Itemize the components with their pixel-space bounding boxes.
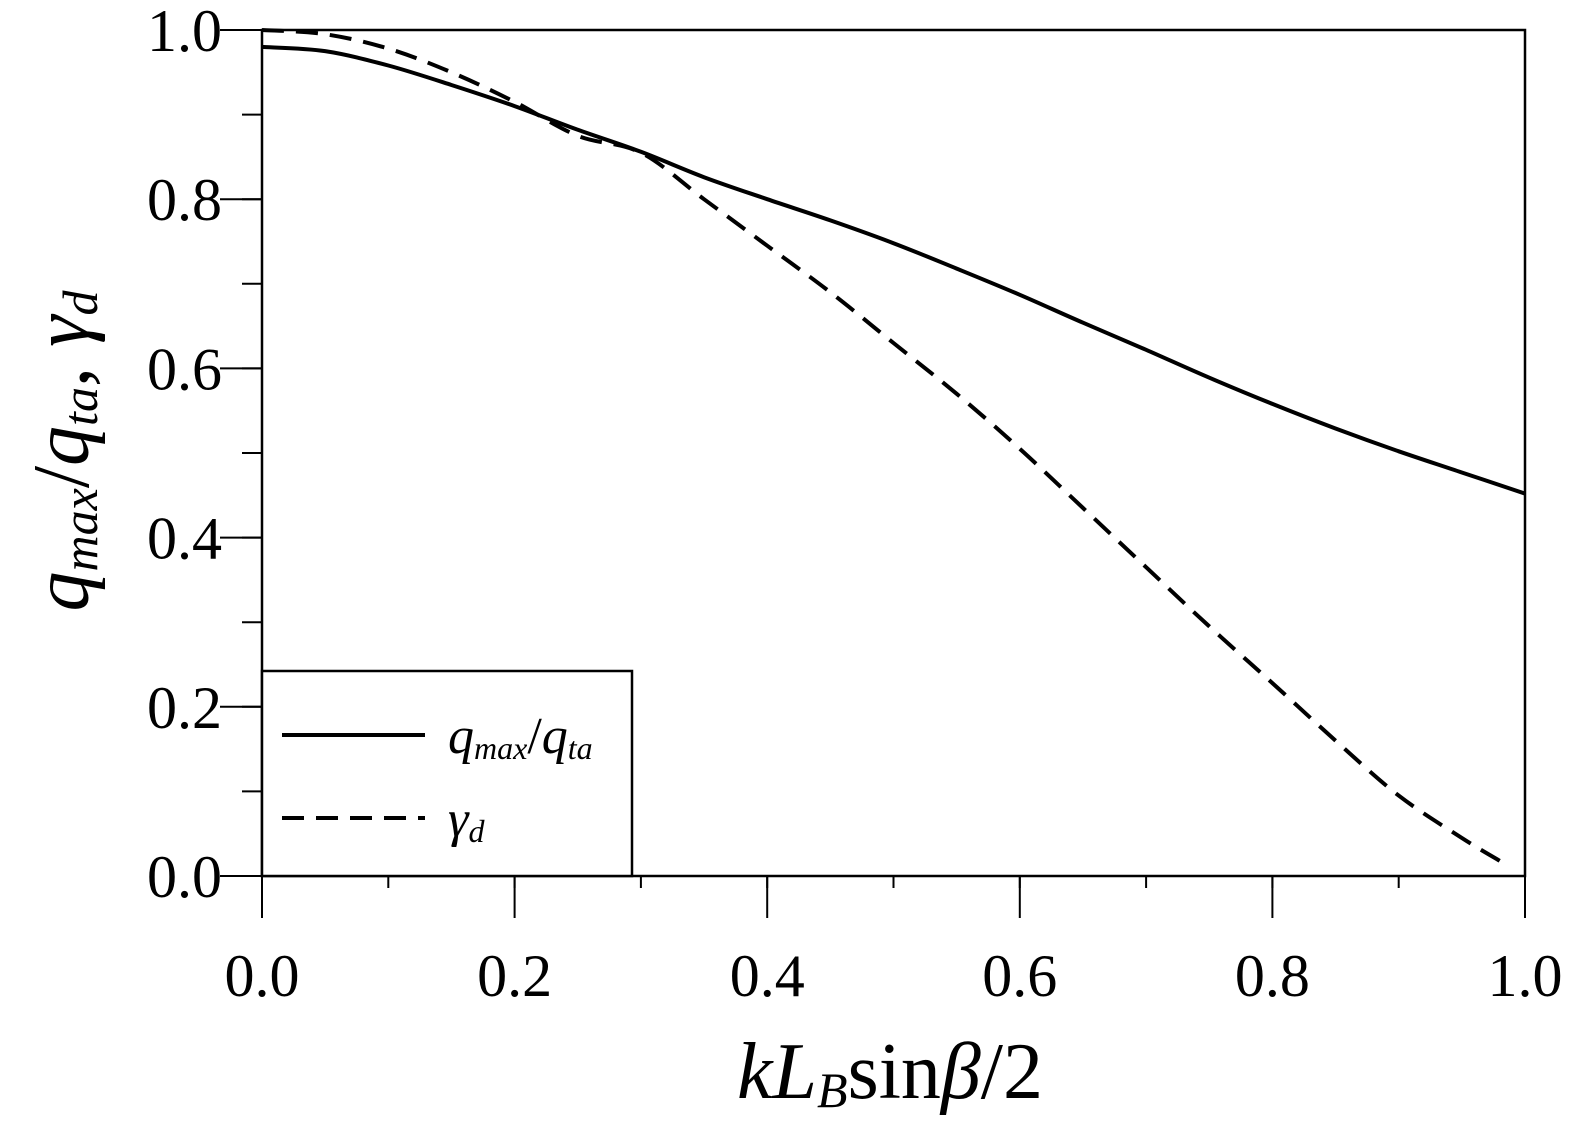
label-part: ta: [52, 387, 108, 426]
label-part: k: [737, 1028, 774, 1116]
legend-box: [260, 669, 634, 878]
label-part: ta: [568, 730, 593, 766]
y-tick-label: 1.0: [147, 0, 222, 64]
y-tick-labels: 0.0 0.2 0.4 0.6 0.8 1.0: [147, 0, 222, 910]
label-part: ,: [18, 347, 106, 387]
x-tick-label: 0.6: [982, 943, 1057, 1009]
label-part: q: [448, 708, 474, 765]
x-tick-label: 0.4: [730, 943, 805, 1009]
label-part: d: [469, 813, 486, 849]
y-tick-label: 0.6: [147, 336, 222, 402]
x-axis-label: kLBsinβ/2: [737, 1028, 1043, 1118]
series-line-q-ratio: [261, 44, 1526, 496]
x-tick-label: 0.2: [477, 943, 552, 1009]
y-tick-label: 0.8: [147, 167, 222, 233]
label-part: /: [527, 708, 542, 765]
label-part: q: [542, 708, 568, 765]
label-part: q: [18, 426, 106, 466]
label-part: q: [18, 571, 106, 611]
label-part: d: [52, 290, 108, 316]
label-part: β: [939, 1028, 981, 1116]
label-part: γ: [448, 791, 470, 848]
label-part: L: [772, 1028, 818, 1116]
x-tick-label: 1.0: [1488, 943, 1563, 1009]
major-ticks: [220, 29, 1526, 918]
plot-area-frame: [260, 28, 1527, 878]
label-part: γ: [18, 313, 106, 347]
y-tick-label: 0.0: [147, 844, 222, 910]
label-part: max: [52, 488, 108, 571]
y-axis-label: qmax/qta, γd: [18, 290, 108, 612]
legend-label: γd: [448, 791, 486, 849]
x-tick-label: 0.0: [225, 943, 300, 1009]
label-part: /: [18, 465, 106, 488]
legend-label: qmax/qta: [448, 708, 593, 766]
series-lines: [261, 28, 1526, 863]
y-tick-label: 0.4: [147, 506, 222, 572]
label-part: max: [474, 730, 527, 766]
label-part: B: [817, 1062, 848, 1118]
label-part: /2: [981, 1028, 1043, 1116]
y-tick-label: 0.2: [147, 675, 222, 741]
x-tick-label: 0.8: [1235, 943, 1310, 1009]
x-tick-labels: 0.0 0.2 0.4 0.6 0.8 1.0: [225, 943, 1563, 1009]
label-part: sin: [848, 1028, 941, 1116]
